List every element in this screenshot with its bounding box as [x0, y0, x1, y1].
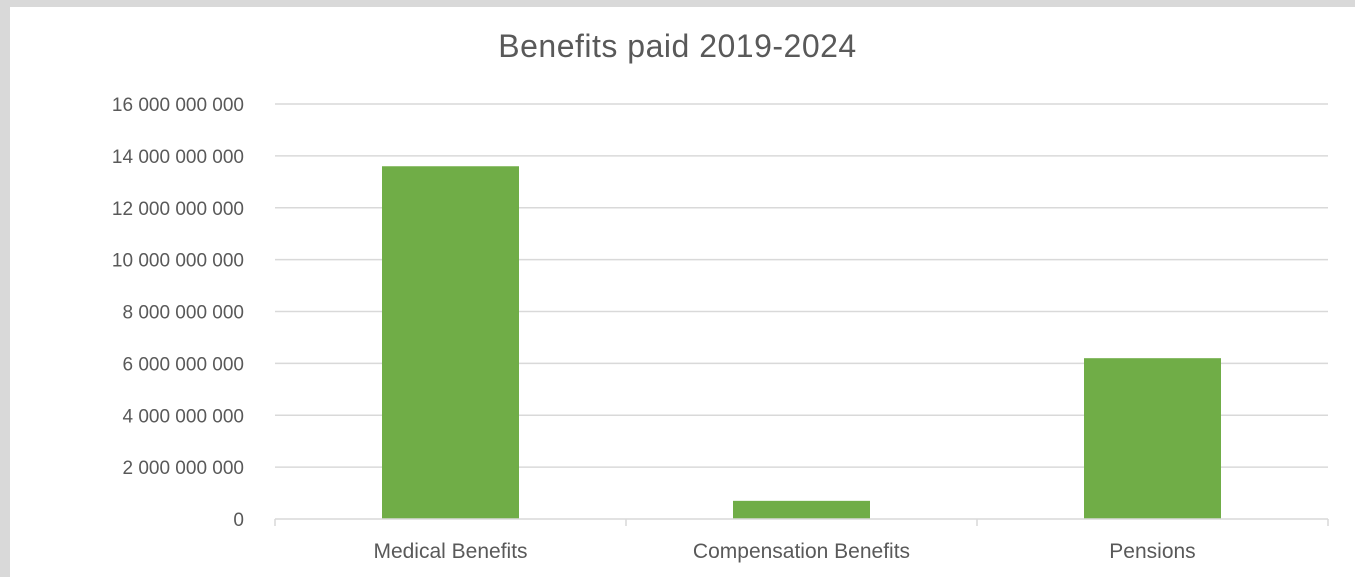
y-tick-label: 2 000 000 000 [122, 458, 244, 479]
y-tick-label: 16 000 000 000 [112, 95, 244, 116]
x-category-label: Medical Benefits [373, 540, 527, 563]
x-axis-category-labels: Medical Benefits Compensation Benefits Pen… [373, 540, 1195, 563]
y-tick-label: 4 000 000 000 [122, 406, 244, 427]
y-tick-label: 12 000 000 000 [112, 199, 244, 220]
x-category-label: Compensation Benefits [693, 540, 910, 563]
bar [382, 166, 519, 519]
y-axis-tick-labels: 0 2 000 000 000 4 000 000 000 6 000 000 000… [112, 95, 244, 531]
x-category-label: Pensions [1109, 540, 1195, 563]
chart-title: Benefits paid 2019-2024 [498, 28, 857, 64]
y-tick-label: 10 000 000 000 [112, 251, 244, 272]
bars [382, 166, 1221, 519]
x-axis [274, 518, 1329, 526]
y-tick-label: 8 000 000 000 [122, 303, 244, 324]
y-tick-label: 6 000 000 000 [122, 354, 244, 375]
y-tick-label: 14 000 000 000 [112, 147, 244, 168]
bar [733, 500, 870, 519]
bar [1084, 358, 1221, 519]
y-tick-label: 0 [233, 510, 244, 531]
